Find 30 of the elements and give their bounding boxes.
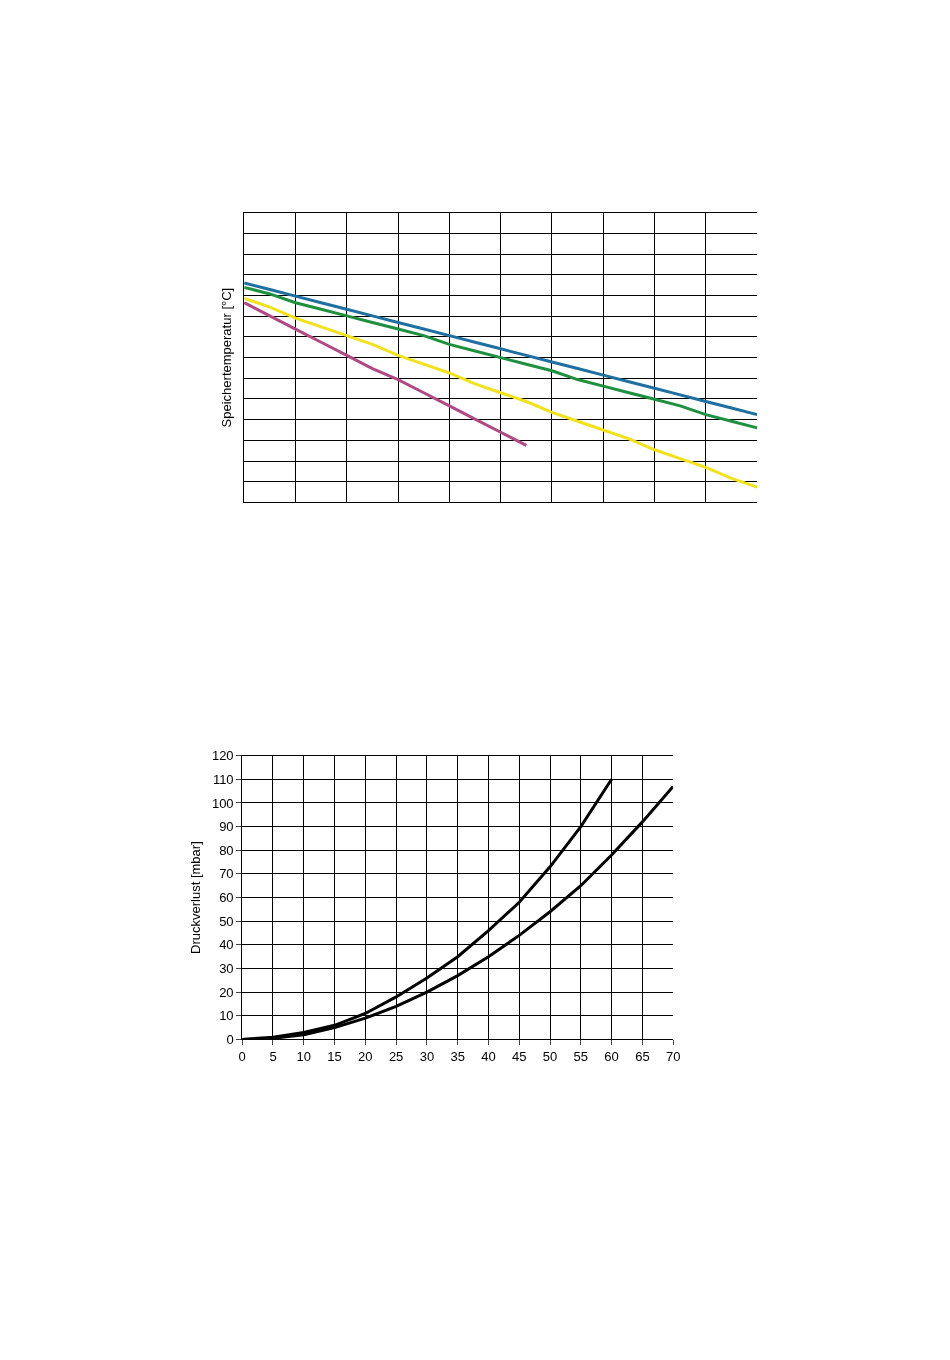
- x-tick-label: 55: [573, 1049, 589, 1065]
- y-tick-label: 90: [219, 819, 234, 835]
- x-tick-label: 40: [481, 1049, 496, 1065]
- y-tick-label: 60: [219, 890, 234, 906]
- y-tick-label: 0: [226, 1032, 234, 1048]
- x-tick-label: 60: [604, 1049, 619, 1065]
- x-tick-label: 5: [269, 1049, 277, 1065]
- x-tick-label: 70: [665, 1049, 681, 1065]
- x-tick-label: 30: [419, 1049, 435, 1065]
- x-tick-label: 65: [635, 1049, 650, 1065]
- y-axis-title: Druckverlust [mbar]: [187, 841, 203, 954]
- x-tick-label: 0: [238, 1049, 246, 1065]
- x-tick-label: 35: [450, 1049, 465, 1065]
- x-tick-label: 10: [296, 1049, 311, 1065]
- x-tick-label: 20: [358, 1049, 373, 1065]
- y-tick-label: 20: [219, 984, 234, 1000]
- y-tick-label: 70: [219, 866, 234, 882]
- y-axis-title: Speichertemperatur [°C]: [219, 287, 235, 428]
- x-tick-label: 25: [388, 1049, 404, 1065]
- y-tick-label: 10: [219, 1008, 234, 1024]
- y-tick-label: 80: [219, 842, 234, 858]
- x-tick-label: 45: [512, 1049, 527, 1065]
- x-tick-label: 50: [542, 1049, 558, 1065]
- y-tick-label: 120: [211, 748, 234, 764]
- y-tick-label: 40: [219, 937, 234, 953]
- y-tick-label: 110: [212, 771, 234, 787]
- x-tick-label: 15: [327, 1049, 342, 1065]
- y-tick-label: 30: [219, 961, 234, 977]
- y-tick-label: 100: [211, 795, 234, 811]
- y-tick-label: 50: [219, 913, 234, 929]
